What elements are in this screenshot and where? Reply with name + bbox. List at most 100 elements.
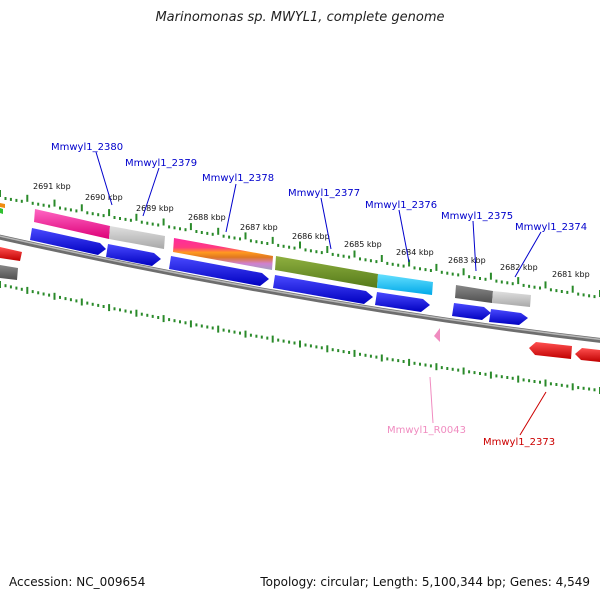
gene-arrow-red-edge[interactable] [575,348,600,362]
gene-arrow-2376[interactable] [375,292,430,312]
minor-tick [484,277,487,281]
feature-bar-olive[interactable] [275,256,378,288]
minor-tick [249,333,252,337]
minor-tick [320,346,323,350]
minor-tick [511,376,514,380]
minor-tick [549,288,552,292]
minor-tick [15,198,18,202]
gene-label-2375[interactable]: Mmwyl1_2375 [441,211,513,222]
genome-backbone [0,234,600,343]
minor-tick [260,241,263,245]
minor-tick [157,316,160,319]
gene-label-2380[interactable]: Mmwyl1_2380 [51,142,123,153]
gene-label-2374[interactable]: Mmwyl1_2374 [515,222,587,233]
major-tick [0,190,1,197]
major-tick [408,358,411,366]
minor-tick [31,290,34,294]
kbp-label: 2690 kbp [85,193,123,202]
minor-tick [146,313,149,317]
gene-label-2378[interactable]: Mmwyl1_2378 [202,173,274,184]
gene-arrow-2377[interactable] [273,275,373,304]
gene-arrow-2379[interactable] [106,244,161,266]
minor-tick [375,355,378,359]
kbp-scale-labels: 2691 kbp 2690 kbp 2689 kbp 2688 kbp 2687… [33,182,590,279]
minor-tick [533,380,536,383]
minor-tick [397,359,400,363]
minor-tick [168,225,171,229]
minor-tick [97,303,100,307]
minor-tick [102,214,105,218]
kbp-label: 2687 kbp [240,223,278,232]
feature-bar-pink[interactable] [34,209,110,239]
major-tick [162,315,165,323]
minor-tick [364,258,367,262]
minor-tick [566,384,569,388]
rna-marker[interactable] [434,328,440,342]
leader-line [398,209,410,263]
gene-arrow-2373[interactable] [529,342,572,359]
minor-tick [457,273,460,277]
minor-tick [511,282,514,286]
minor-tick [239,331,241,335]
minor-tick [593,295,596,299]
minor-tick [560,383,563,387]
map-title: Marinomonas sp. MWYL1, complete genome [155,10,445,25]
feature-bar-cyan[interactable] [377,274,433,295]
minor-tick [479,372,481,375]
minor-tick [59,295,61,299]
kbp-label: 2688 kbp [188,213,226,222]
minor-tick [506,281,509,285]
gene-arrow-2380[interactable] [30,228,106,255]
minor-tick [402,264,405,268]
gene-arrow-2375[interactable] [452,303,491,320]
minor-tick [484,372,487,376]
minor-tick [75,299,78,303]
gene-label-2373[interactable]: Mmwyl1_2373 [483,437,555,448]
minor-tick [69,208,72,212]
feature-bar-lightgray[interactable] [492,291,531,307]
minor-tick [288,245,291,249]
major-tick [408,259,411,267]
feature-bar-multicolor[interactable] [173,238,273,270]
gene-arrow-2378[interactable] [169,256,269,286]
minor-tick [195,230,198,233]
feature-bar-darkgray[interactable] [455,285,493,303]
gene-label-2376[interactable]: Mmwyl1_2376 [365,200,437,211]
minor-tick [293,341,296,345]
gene-arrow-2374[interactable] [489,309,528,325]
minor-tick [184,321,187,325]
feature-ring [34,209,531,307]
minor-tick [582,293,585,297]
minor-tick [386,357,389,361]
minor-tick [588,387,591,391]
minor-tick [397,263,400,267]
major-tick [462,268,465,276]
major-tick [53,199,56,207]
genome-summary: Topology: circular; Length: 5,100,344 bp… [260,575,590,589]
gene-label-2379[interactable]: Mmwyl1_2379 [125,158,197,169]
gene-label-2377[interactable]: Mmwyl1_2377 [288,188,360,199]
major-tick [162,218,165,226]
leader-line [95,151,113,206]
minor-tick [31,201,34,205]
major-tick [380,354,383,362]
rna-label-r0043[interactable]: Mmwyl1_R0043 [387,425,466,436]
reverse-gene-arrow[interactable] [0,247,22,261]
feature-bar-gray[interactable] [109,226,165,249]
leader-line [472,220,477,272]
major-tick [489,272,492,280]
major-tick [299,241,301,249]
kbp-label: 2684 kbp [396,248,434,257]
gray-gene-bar[interactable] [0,265,18,280]
minor-tick [468,370,471,374]
kbp-label: 2686 kbp [292,232,330,241]
major-tick [189,320,192,328]
minor-tick [293,246,296,250]
kbp-label: 2682 kbp [500,263,538,272]
minor-tick [419,267,421,271]
minor-tick [506,376,509,379]
major-tick [135,309,138,317]
kbp-label: 2685 kbp [344,240,382,249]
minor-tick [179,320,181,324]
minor-tick [413,361,416,365]
